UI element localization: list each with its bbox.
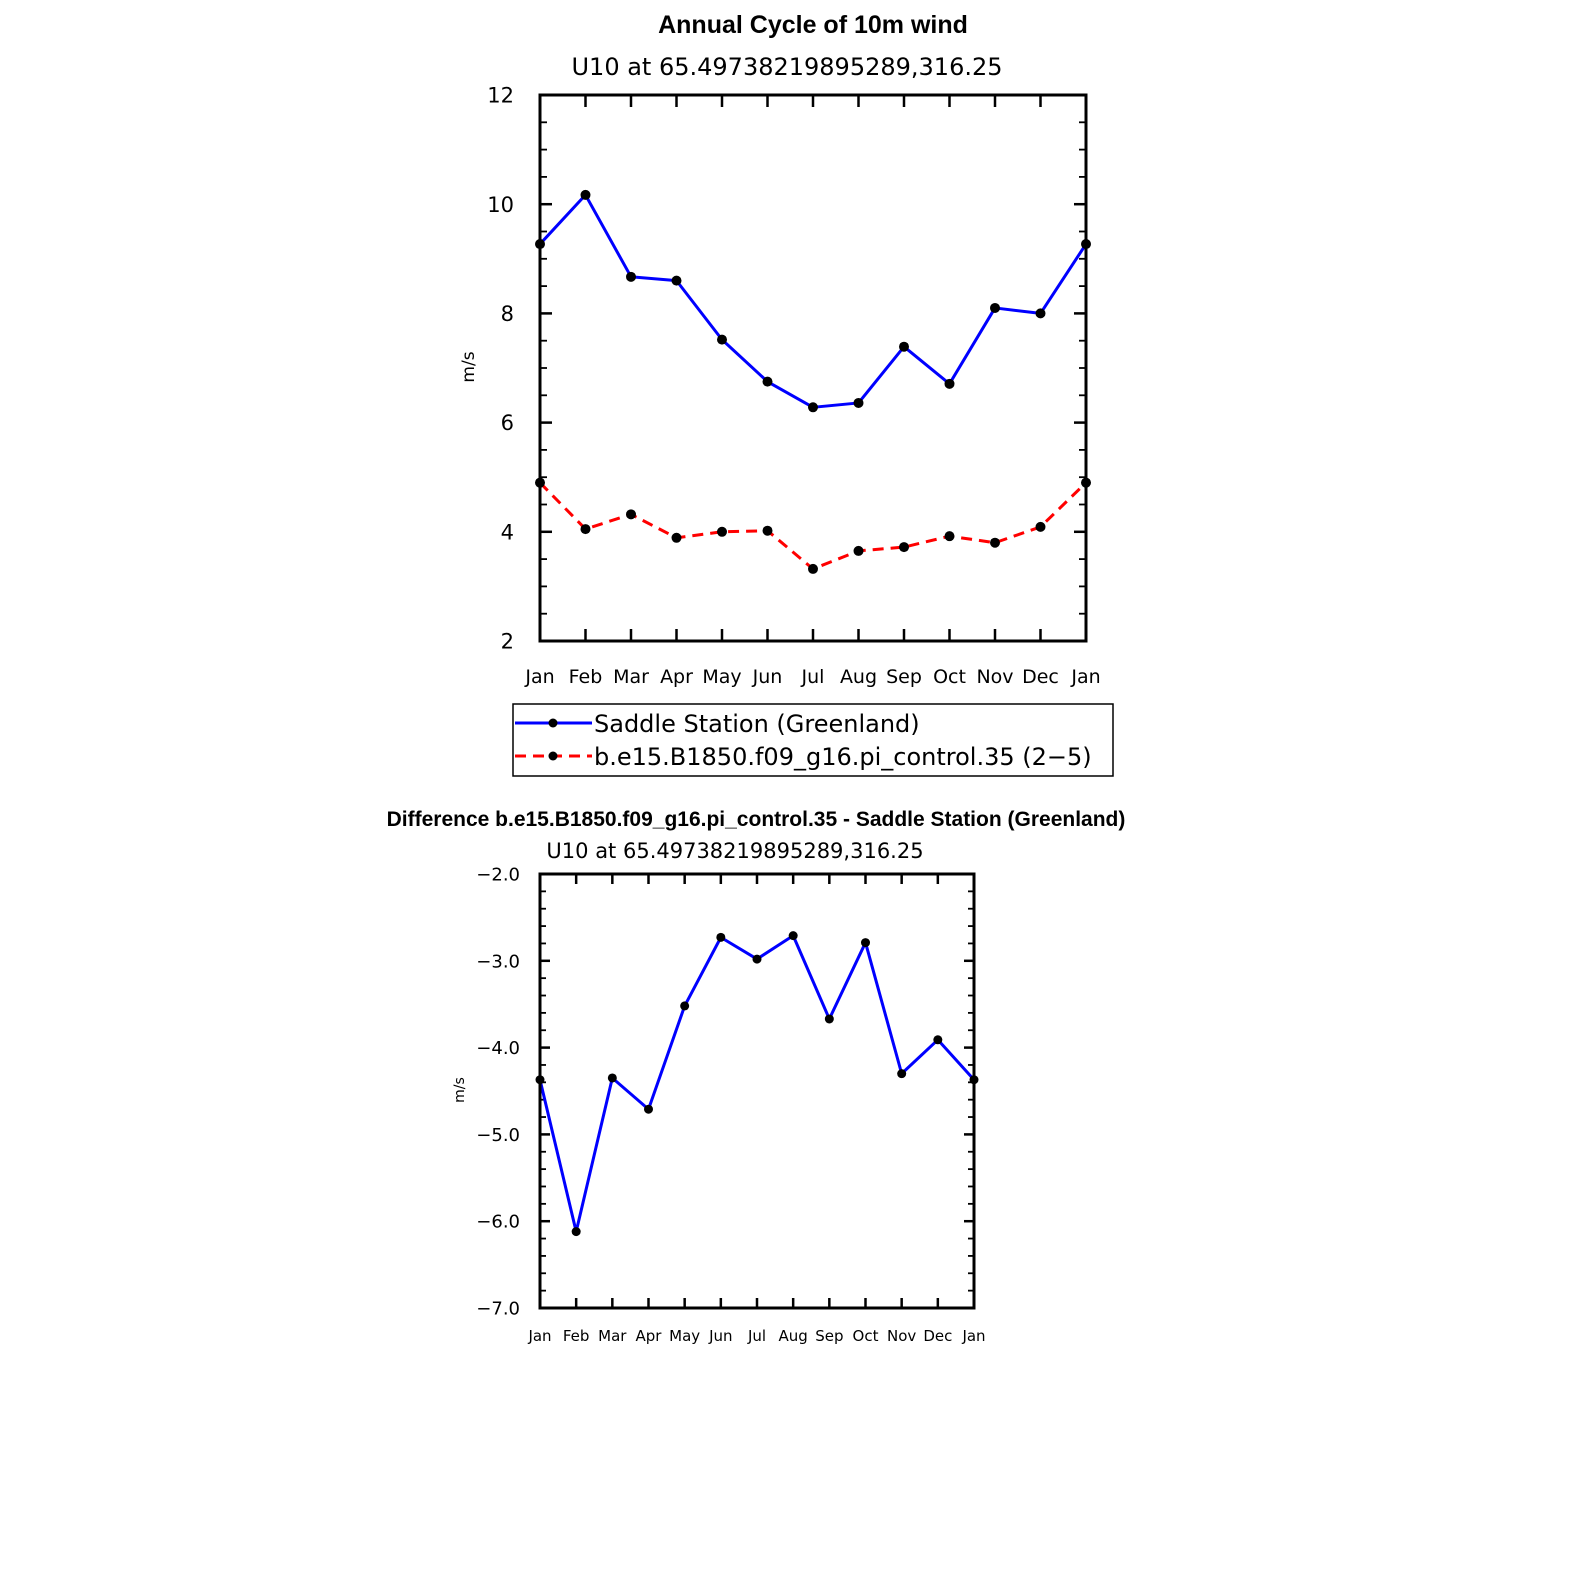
y-tick-label: 12: [487, 84, 514, 108]
chart-difference: Difference b.e15.B1850.f09_g16.pi_contro…: [387, 808, 1126, 1345]
series-line-0: [538, 934, 976, 1234]
x-tick-label: Nov: [976, 666, 1013, 688]
series-0-point: [571, 1227, 581, 1237]
series-0-point: [626, 271, 636, 282]
x-tick-label: Jun: [752, 666, 783, 688]
series-0-point: [717, 334, 727, 345]
plot-frame: [538, 872, 976, 1310]
legend: Saddle Station (Greenland) b.e15.B1850.f…: [512, 703, 1114, 777]
x-tick-label: Dec: [923, 1327, 952, 1345]
series-0-point: [990, 302, 1000, 313]
y-tick-label: −2.0: [476, 864, 520, 885]
series-1-point: [580, 524, 591, 535]
x-tick-label: Oct: [933, 666, 966, 688]
series-1-point: [1035, 521, 1046, 532]
x-tick-label: Mar: [613, 666, 649, 688]
x-tick-label: Apr: [636, 1327, 663, 1345]
legend-label-model: b.e15.B1850.f09_g16.pi_control.35 (2−5): [594, 743, 1092, 771]
series-0-point: [680, 1001, 690, 1011]
series-0-point: [752, 954, 762, 964]
y-tick-label: 2: [501, 630, 514, 654]
x-tick-label: Jul: [747, 1327, 766, 1345]
series-0-point: [716, 932, 726, 942]
x-tick-label: Jan: [1070, 666, 1100, 688]
x-tick-label: Sep: [886, 666, 922, 688]
series-0-point: [788, 931, 798, 941]
y-axis-label: m/s: [452, 1077, 468, 1103]
series-1-point: [808, 563, 818, 574]
series-0-point: [897, 1069, 907, 1079]
y-tick-label: 6: [501, 411, 514, 435]
x-tick-label: Jan: [524, 666, 554, 688]
x-tick-label: Feb: [563, 1327, 590, 1345]
x-tick-label: May: [669, 1327, 700, 1345]
y-tick-label: −5.0: [476, 1125, 520, 1146]
legend-marker-model: [548, 751, 558, 761]
series-1-point: [671, 532, 682, 543]
x-tick-label: Dec: [1022, 666, 1059, 688]
x-tick-label: Nov: [887, 1327, 916, 1345]
series-1-point: [762, 525, 773, 536]
x-tick-label: Aug: [840, 666, 877, 688]
x-tick-label: Oct: [853, 1327, 879, 1345]
y-tick-label: −4.0: [476, 1038, 520, 1059]
x-tick-label: Jan: [527, 1327, 551, 1345]
chart-title: Annual Cycle of 10m wind: [658, 11, 968, 39]
series-0-point: [899, 341, 909, 352]
legend-box: [512, 703, 1114, 777]
series-0-point: [644, 1104, 653, 1114]
series-0-point: [607, 1073, 617, 1083]
series-0-point: [861, 938, 870, 948]
x-tick-label: May: [702, 666, 741, 688]
x-tick-label: Jul: [801, 666, 825, 688]
plot-area: Jan Feb Mar Apr May Jun Jul Aug Sep Oct Nov Dec Jan−…: [476, 864, 985, 1345]
series-0-point: [671, 275, 682, 286]
y-tick-label: −6.0: [476, 1212, 520, 1233]
legend-label-saddle-station: Saddle Station (Greenland): [594, 710, 920, 738]
series-0-point: [580, 189, 591, 200]
series-0-point: [808, 402, 818, 413]
x-tick-label: Sep: [815, 1327, 843, 1345]
x-tick-label: Mar: [598, 1327, 627, 1345]
chart-subtitle: U10 at 65.49738219895289,316.25: [546, 839, 923, 863]
x-tick-label: Apr: [660, 666, 693, 688]
series-0-point: [762, 376, 773, 387]
series-0-point: [933, 1035, 943, 1045]
y-tick-label: −7.0: [476, 1298, 520, 1319]
x-tick-label: Aug: [779, 1327, 808, 1345]
series-1-point: [717, 526, 727, 537]
plot-area: Jan Feb Mar Apr May Jun Jul Aug Sep Oct Nov Dec Jan 2…: [487, 84, 1100, 688]
chart-title: Difference b.e15.B1850.f09_g16.pi_contro…: [387, 808, 1126, 831]
series-0-point: [1035, 308, 1046, 319]
x-tick-label: Feb: [569, 666, 603, 688]
x-tick-label: Jun: [708, 1327, 732, 1345]
chart-annual-cycle: Annual Cycle of 10m wind U10 at 65.49738…: [459, 11, 1114, 777]
series-0-point: [853, 397, 864, 408]
y-tick-label: −3.0: [476, 951, 520, 972]
series-1-point: [899, 542, 909, 553]
series-line-0: [538, 193, 1088, 409]
y-tick-label: 10: [487, 193, 514, 217]
series-0-point: [944, 378, 955, 389]
plot-frame: [538, 93, 1088, 643]
y-axis-label: m/s: [459, 351, 479, 382]
x-tick-label: Jan: [961, 1327, 985, 1345]
y-tick-label: 4: [501, 520, 514, 544]
series-0-point: [824, 1014, 834, 1024]
y-tick-label: 8: [501, 302, 514, 326]
series-1-point: [990, 537, 1000, 548]
legend-marker-saddle-station: [548, 718, 558, 728]
series-1-point: [944, 531, 955, 542]
series-1-point: [853, 545, 864, 556]
series-1-point: [626, 509, 636, 520]
series-line-1: [538, 481, 1088, 571]
chart-subtitle: U10 at 65.49738219895289,316.25: [571, 53, 1002, 81]
